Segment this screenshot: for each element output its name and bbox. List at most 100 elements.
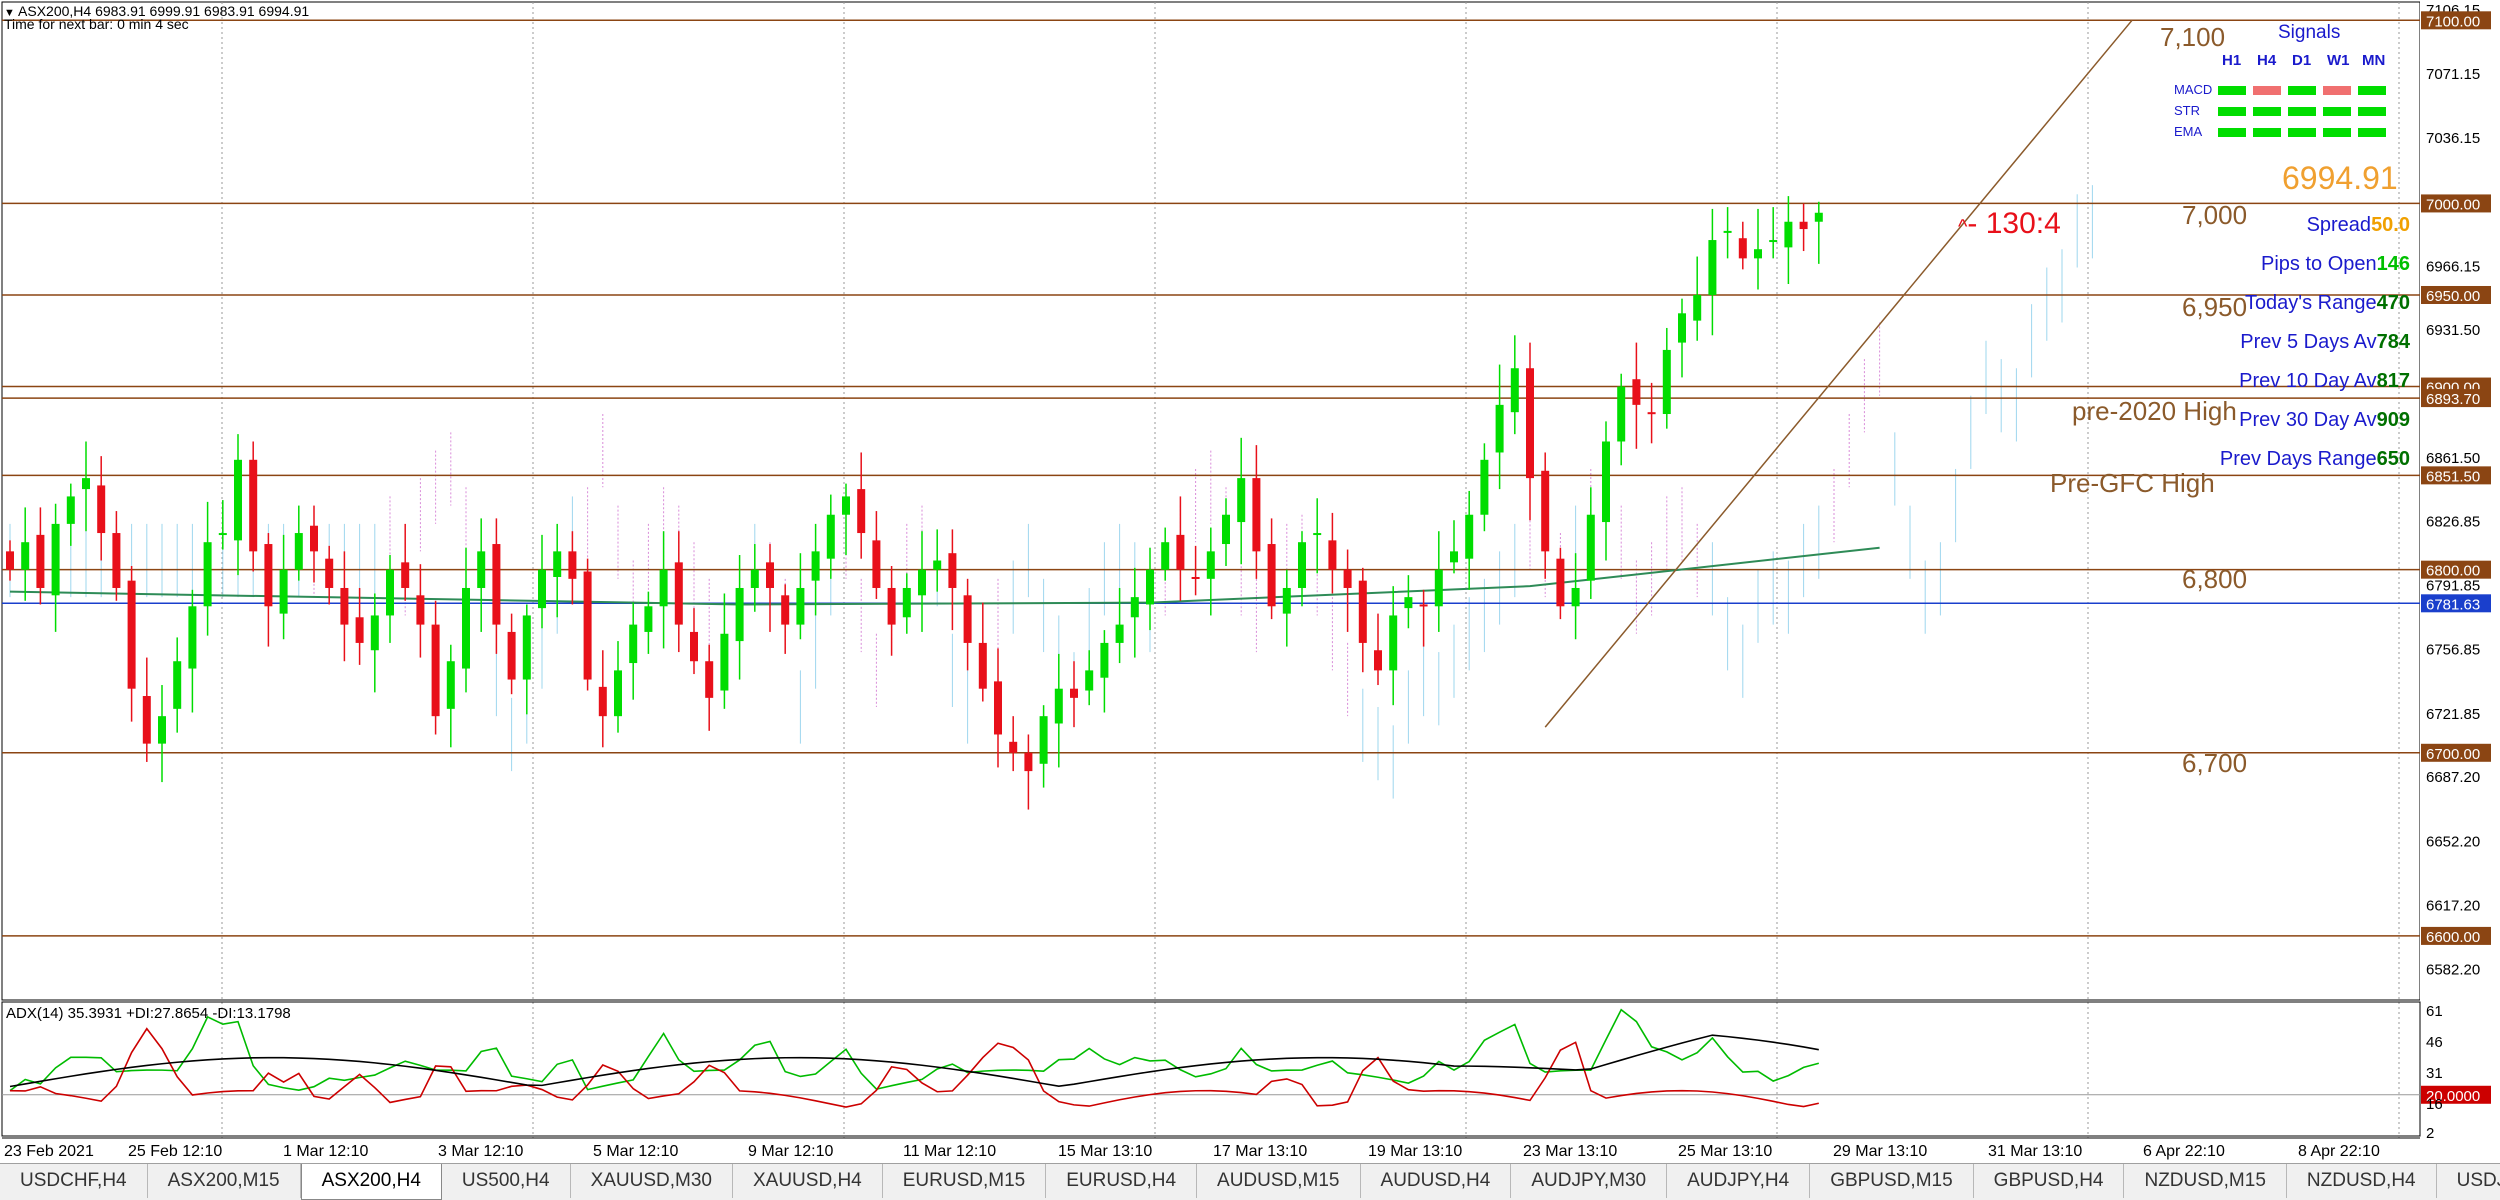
candle-body	[1222, 514, 1230, 545]
candle-body	[857, 489, 866, 534]
candle-body	[1723, 230, 1732, 233]
candle-body	[1495, 404, 1504, 453]
signal-cell	[2288, 107, 2316, 116]
candle-body	[173, 661, 182, 709]
level-price-label: 7000.00	[2426, 196, 2480, 213]
chart-tab[interactable]: AUDUSD,M15	[1197, 1164, 1361, 1198]
candlestick-series	[6, 196, 1823, 810]
candle-body	[614, 670, 622, 717]
candle-body	[477, 551, 486, 588]
candle-body	[218, 533, 227, 536]
chart-tab[interactable]: USDCHF,H4	[0, 1164, 148, 1198]
signal-row-str: STR	[2174, 103, 2200, 118]
chart-tab[interactable]: XAUUSD,M30	[571, 1164, 733, 1198]
candle-body	[1070, 688, 1078, 698]
chart-tab[interactable]: USDJPY,M30	[2437, 1164, 2500, 1198]
info-value: 50.0	[2371, 214, 2410, 236]
price-tick: 6721.85	[2426, 706, 2480, 723]
candle-body	[1754, 249, 1762, 259]
candle-body	[21, 542, 30, 570]
chart-tab[interactable]: NZDUSD,H4	[2287, 1164, 2437, 1198]
candle-body	[203, 542, 212, 607]
time-label: 6 Apr 22:10	[2143, 1143, 2225, 1160]
candle-body	[431, 624, 440, 717]
price-tick: 7071.15	[2426, 66, 2480, 83]
level-price-box	[2421, 389, 2491, 408]
info-value: 470	[2376, 292, 2410, 314]
chart-tab[interactable]: AUDJPY,M30	[1511, 1164, 1668, 1198]
candle-body	[1647, 412, 1656, 415]
level-annotation: 6,950	[2182, 292, 2248, 322]
chart-tab[interactable]: AUDUSD,H4	[1361, 1164, 1512, 1198]
level-price-box	[2421, 194, 2491, 213]
price-tick: 6582.20	[2426, 962, 2480, 979]
candle-body	[978, 642, 987, 689]
chart-tab[interactable]: NZDUSD,M15	[2124, 1164, 2287, 1198]
candle-body	[644, 606, 653, 632]
signal-row-ema: EMA	[2174, 124, 2203, 139]
chart-tab[interactable]: ASX200,M15	[148, 1164, 301, 1198]
candle-body	[1237, 478, 1246, 523]
candle-body	[1343, 569, 1352, 588]
candle-body	[1450, 551, 1458, 563]
signal-timeframe-w1: W1	[2327, 52, 2350, 69]
price-tick: 6756.85	[2426, 642, 2480, 659]
info-value: 784	[2376, 331, 2410, 353]
level-annotation: pre-2020 High	[2072, 396, 2237, 426]
chart-tab[interactable]: ASX200,H4	[300, 1164, 442, 1200]
chart-canvas[interactable]: 7106.157071.157036.157001.156966.156931.…	[0, 0, 2500, 1163]
candle-body	[355, 617, 364, 643]
candle-body	[1586, 514, 1595, 581]
candle-body	[1693, 294, 1702, 321]
current-price-big: 6994.91	[2282, 160, 2398, 196]
chart-tab[interactable]: GBPUSD,M15	[1810, 1164, 1974, 1198]
collapse-arrow-icon[interactable]: ▼	[4, 7, 15, 19]
chart-tab[interactable]: XAUUSD,H4	[733, 1164, 883, 1198]
candle-body	[690, 631, 698, 662]
chart-tab[interactable]: AUDJPY,H4	[1667, 1164, 1811, 1198]
candle-body	[522, 615, 531, 680]
candle-body	[1282, 587, 1291, 614]
signal-timeframe-h1: H1	[2222, 52, 2242, 69]
candle-body	[1161, 542, 1170, 570]
level-annotation: 7,000	[2182, 200, 2248, 230]
price-tick: 6966.15	[2426, 258, 2480, 275]
uptrend-line[interactable]	[1544, 19, 2133, 728]
candle-body	[1130, 597, 1139, 618]
candle-body	[310, 525, 318, 552]
time-axis: 23 Feb 2021 25 Feb 12:10 1 Mar 12:10 3 Mar …	[2, 1137, 2420, 1160]
chart-background	[0, 0, 2500, 1163]
info-row: Prev 5 Days Av784	[2240, 331, 2410, 354]
info-label: Prev 10 Day Av	[2239, 370, 2377, 392]
time-label: 15 Mar 13:10	[1058, 1143, 1152, 1160]
info-row: Today's Range470	[2245, 292, 2410, 315]
info-row: Prev 30 Day Av909	[2239, 409, 2410, 432]
candle-body	[1465, 514, 1474, 559]
signal-cell	[2323, 107, 2351, 116]
time-label: 9 Mar 12:10	[748, 1143, 833, 1160]
candle-body	[1814, 212, 1823, 222]
minus-di-line	[9, 1027, 1819, 1108]
chart-tab[interactable]: EURUSD,H4	[1046, 1164, 1198, 1198]
chart-tab[interactable]: EURUSD,M15	[883, 1164, 1047, 1198]
price-tick: 7036.15	[2426, 130, 2480, 147]
time-label: 5 Mar 12:10	[593, 1143, 678, 1160]
candle-body	[933, 560, 942, 570]
candle-body	[1510, 368, 1519, 413]
candle-body	[1769, 240, 1778, 243]
candle-body	[1206, 551, 1215, 579]
candle-body	[568, 551, 577, 579]
info-row: Prev 10 Day Av817	[2239, 370, 2410, 393]
adx-frame	[1, 1001, 2421, 1137]
candle-body	[158, 716, 166, 744]
chart-tab[interactable]: US500,H4	[442, 1164, 571, 1198]
candle-body	[1328, 540, 1337, 570]
candle-body	[142, 696, 151, 744]
candle-body	[1556, 558, 1565, 607]
level-price-label: 6851.50	[2426, 468, 2480, 485]
time-label: 19 Mar 13:10	[1368, 1143, 1462, 1160]
countdown-text: - 130:4	[1967, 207, 2061, 240]
candle-body	[781, 595, 790, 625]
chart-tab[interactable]: GBPUSD,H4	[1974, 1164, 2125, 1198]
signal-row-macd: MACD	[2174, 82, 2213, 97]
